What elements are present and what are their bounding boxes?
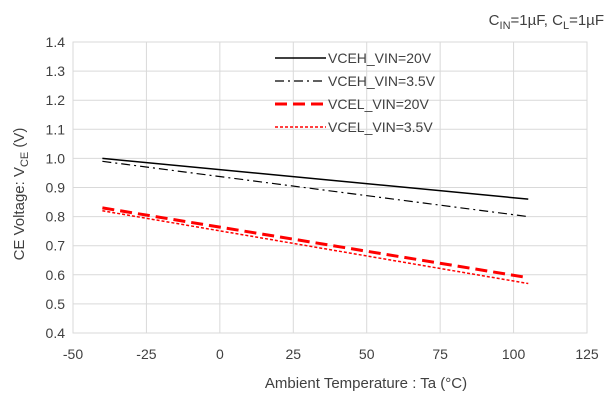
x-tick-label: 75 [432, 346, 448, 362]
y-tick-label: 1.4 [46, 34, 66, 50]
series-line-4 [102, 211, 528, 284]
y-tick-label: 1.1 [46, 121, 66, 137]
legend-label: VCEL_VIN=3.5V [328, 119, 433, 135]
y-tick-label: 0.7 [46, 238, 66, 254]
x-tick-label: 25 [285, 346, 301, 362]
cond-value: =1µF [569, 12, 604, 29]
x-tick-label: 50 [359, 346, 375, 362]
cond-value: =1µF, [511, 12, 553, 29]
legend-item: VCEL_VIN=20V [275, 96, 429, 112]
legend-item: VCEH_VIN=20V [275, 50, 432, 66]
x-tick-label: 100 [502, 346, 526, 362]
y-tick-label: 0.6 [46, 267, 66, 283]
conditions-label: CIN=1µF, CL=1µF [489, 12, 604, 32]
legend-label: VCEH_VIN=3.5V [328, 73, 436, 89]
series-line-2 [102, 161, 528, 216]
legend-label: VCEL_VIN=20V [328, 96, 429, 112]
legend-item: VCEL_VIN=3.5V [275, 119, 433, 135]
y-tick-label: 0.4 [46, 325, 66, 341]
x-tick-label: -50 [63, 346, 83, 362]
cond-subscript: IN [500, 20, 511, 32]
legend-label: VCEH_VIN=20V [328, 50, 432, 66]
y-title-subscript: CE [19, 152, 31, 167]
y-title-main: CE Voltage: V [11, 167, 28, 260]
x-axis-title: Ambient Temperature : Ta (°C) [265, 375, 467, 392]
y-tick-label: 1.0 [46, 150, 66, 166]
y-tick-label: 0.9 [46, 180, 66, 196]
x-tick-label: 0 [216, 346, 224, 362]
y-tick-label: 1.2 [46, 92, 66, 108]
series-group [102, 158, 528, 283]
y-axis-title: CE Voltage: VCE (V) [11, 128, 31, 261]
cond-symbol: C [552, 12, 563, 29]
series-line-3 [102, 208, 528, 278]
y-title-unit: (V) [11, 128, 28, 152]
x-tick-label: 125 [575, 346, 599, 362]
legend: VCEH_VIN=20V VCEH_VIN=3.5V VCEL_VIN=20V VCE… [275, 50, 436, 135]
series-line-1 [102, 158, 528, 199]
y-tick-label: 0.8 [46, 209, 66, 225]
y-tick-label: 0.5 [46, 296, 66, 312]
y-tick-label: 1.3 [46, 63, 66, 79]
x-tick-label: -25 [136, 346, 156, 362]
legend-item: VCEH_VIN=3.5V [275, 73, 436, 89]
cond-symbol: C [489, 12, 500, 29]
